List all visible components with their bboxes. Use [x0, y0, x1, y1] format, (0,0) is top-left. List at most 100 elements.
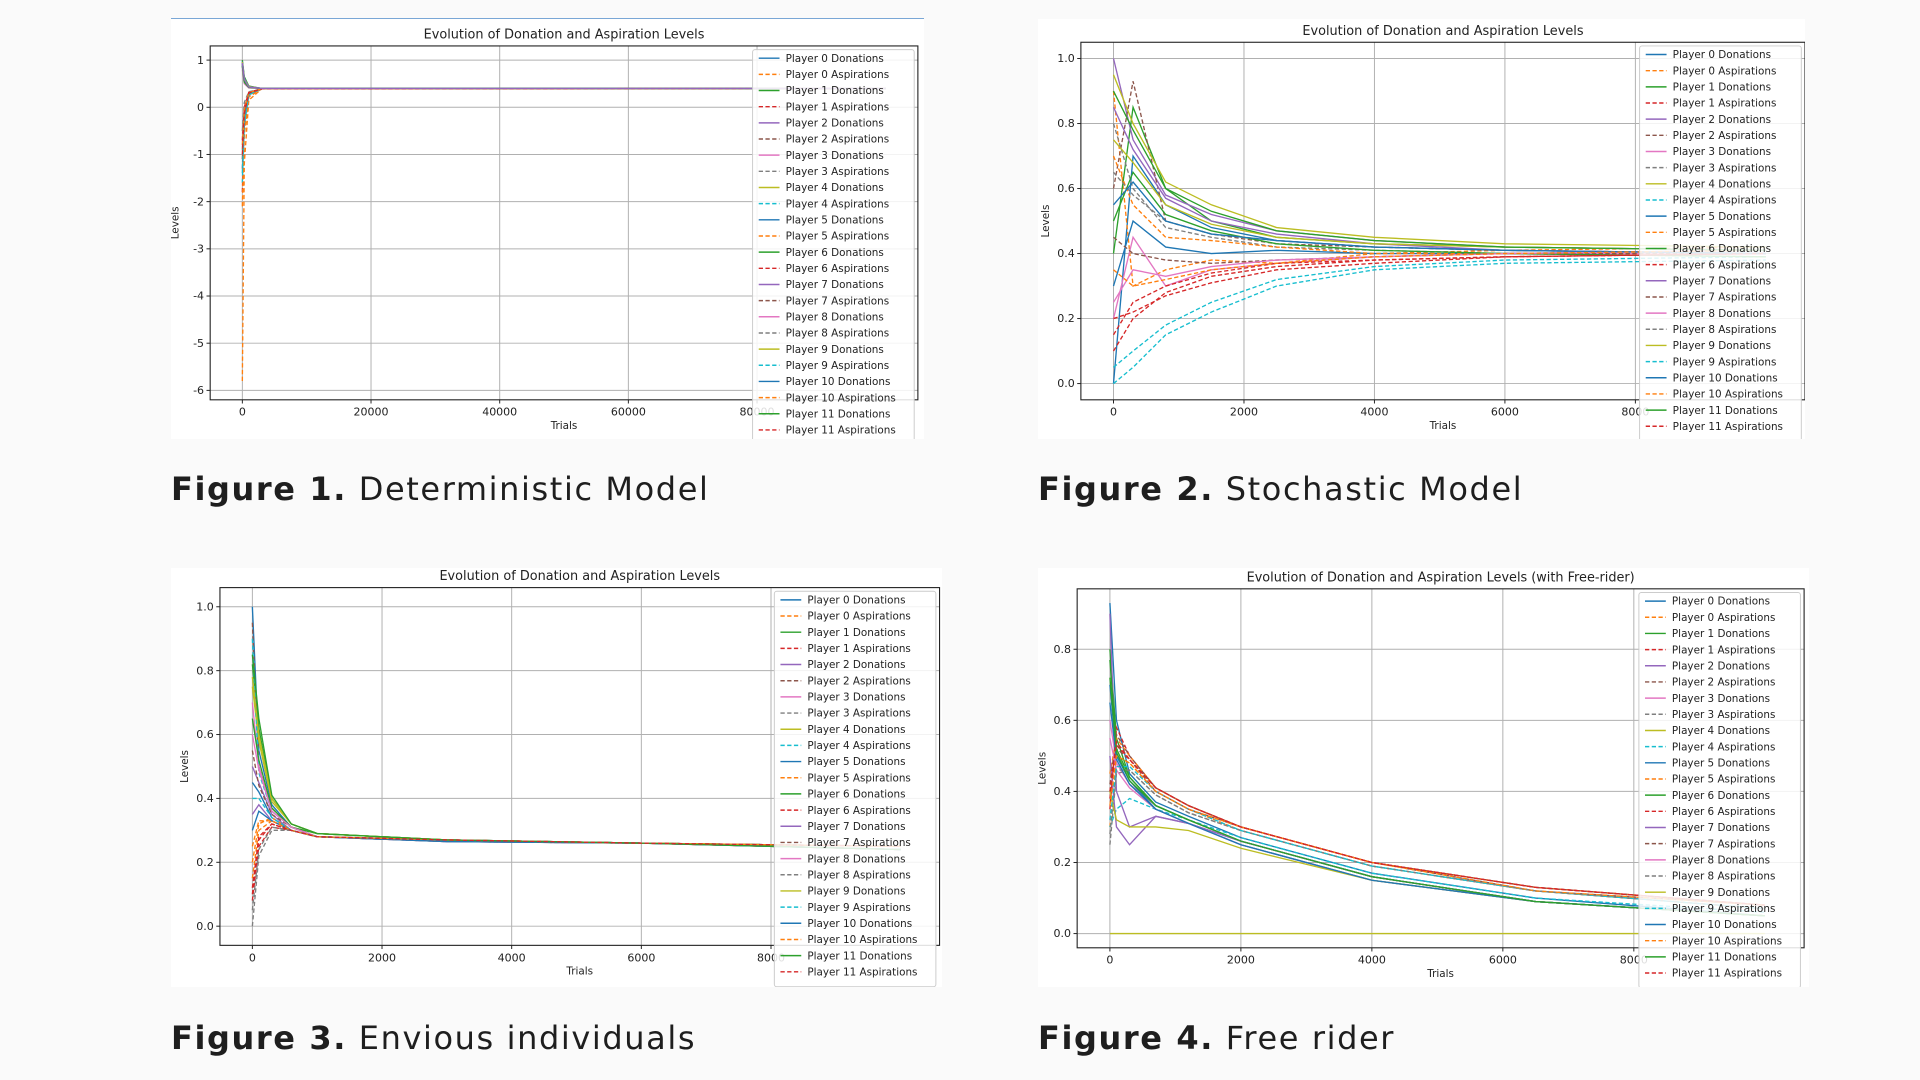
legend-label: Player 9 Donations — [1672, 887, 1770, 899]
caption-text: Envious individuals — [358, 1019, 697, 1057]
y-tick-label: 0.8 — [196, 664, 214, 677]
caption-text: Free rider — [1225, 1019, 1396, 1057]
divider — [171, 18, 924, 19]
caption-label: Figure 3. — [171, 1019, 347, 1057]
plot-lines — [1112, 58, 1766, 385]
legend-label: Player 3 Aspirations — [1673, 162, 1777, 174]
legend-label: Player 9 Aspirations — [807, 902, 910, 914]
caption-label: Figure 1. — [171, 470, 347, 508]
chart: Evolution of Donation and Aspiration Lev… — [1040, 24, 1805, 439]
legend-label: Player 0 Donations — [1673, 49, 1771, 61]
caption: Figure 4. Free rider — [1038, 1019, 1395, 1057]
legend-label: Player 2 Donations — [807, 659, 905, 671]
legend-label: Player 6 Donations — [807, 789, 905, 801]
chart: Evolution of Donation and Aspiration Lev… — [1038, 570, 1805, 987]
caption-text: Stochastic Model — [1225, 470, 1524, 508]
legend-label: Player 11 Donations — [1673, 405, 1778, 417]
legend-label: Player 1 Donations — [786, 85, 884, 97]
legend-box — [773, 590, 937, 987]
x-tick-label: 6000 — [1491, 406, 1519, 419]
legend-label: Player 1 Donations — [1672, 628, 1770, 640]
y-tick-label: -2 — [193, 195, 204, 208]
y-tick-label: 0.2 — [1054, 856, 1072, 869]
legend-label: Player 4 Donations — [1673, 178, 1771, 190]
series-line — [1113, 236, 1766, 264]
x-tick-label: 0 — [1110, 406, 1117, 419]
y-axis-label: Levels — [1040, 205, 1052, 238]
legend-label: Player 5 Aspirations — [786, 231, 890, 243]
legend-label: Player 5 Donations — [786, 214, 884, 226]
legend-label: Player 9 Donations — [1673, 340, 1771, 352]
y-tick-label: 0.4 — [1054, 785, 1072, 798]
legend-label: Player 2 Donations — [1672, 660, 1770, 672]
x-axis-label: Trials — [550, 420, 578, 432]
legend-label: Player 9 Aspirations — [786, 360, 890, 372]
y-tick-label: 0.8 — [1057, 117, 1075, 130]
y-tick-label: 0.2 — [196, 856, 214, 869]
legend-label: Player 10 Donations — [1672, 919, 1777, 931]
series-line — [241, 87, 886, 146]
legend-label: Player 7 Aspirations — [807, 837, 910, 849]
legend-label: Player 6 Donations — [786, 247, 884, 259]
series-line — [1109, 739, 1765, 906]
chart: Evolution of Donation and Aspiration Lev… — [179, 569, 941, 987]
y-axis-label: Levels — [179, 750, 191, 783]
legend: Player 0 Donations Player 0 Aspirations Pl… — [773, 590, 937, 987]
legend-label: Player 3 Donations — [1672, 693, 1770, 705]
y-tick-label: 0.6 — [1054, 714, 1072, 727]
legend-label: Player 9 Donations — [807, 886, 905, 898]
plot-lines — [1109, 603, 1765, 935]
x-tick-label: 6000 — [627, 951, 655, 964]
series-line — [1109, 702, 1765, 917]
legend-label: Player 8 Aspirations — [1672, 871, 1775, 883]
legend-label: Player 1 Donations — [807, 627, 905, 639]
legend-label: Player 4 Donations — [1672, 725, 1770, 737]
x-tick-label: 2000 — [368, 951, 396, 964]
legend-label: Player 0 Aspirations — [1673, 65, 1777, 77]
legend-label: Player 0 Aspirations — [786, 69, 890, 81]
legend-label: Player 6 Aspirations — [1672, 806, 1775, 818]
y-tick-label: 0.0 — [196, 920, 214, 933]
legend-label: Player 10 Aspirations — [807, 934, 917, 946]
plot-frame — [209, 45, 919, 401]
x-axis-label: Trials — [1429, 420, 1457, 432]
y-tick-label: -3 — [193, 243, 204, 256]
legend-label: Player 2 Aspirations — [1672, 677, 1775, 689]
legend-label: Player 7 Donations — [786, 279, 884, 291]
legend-label: Player 9 Donations — [786, 344, 884, 356]
caption-label: Figure 4. — [1038, 1019, 1214, 1057]
series-line — [1109, 747, 1765, 906]
x-axis-label: Trials — [1426, 968, 1454, 980]
legend-label: Player 6 Aspirations — [807, 805, 910, 817]
x-tick-label: 60000 — [611, 406, 646, 419]
legend: Player 0 Donations Player 0 Aspirations Pl… — [1638, 592, 1801, 987]
chart: Evolution of Donation and Aspiration Lev… — [171, 28, 919, 439]
legend-label: Player 7 Donations — [1673, 275, 1771, 287]
legend-label: Player 5 Donations — [1672, 757, 1770, 769]
plot-lines — [241, 60, 886, 381]
y-tick-label: -6 — [193, 384, 204, 397]
y-tick-label: 0.0 — [1054, 927, 1072, 940]
legend-label: Player 7 Aspirations — [1672, 838, 1775, 850]
legend-label: Player 2 Donations — [786, 118, 884, 130]
legend-label: Player 8 Aspirations — [786, 328, 890, 340]
legend-label: Player 6 Donations — [1673, 243, 1771, 255]
legend-label: Player 8 Aspirations — [807, 869, 910, 881]
legend-label: Player 1 Aspirations — [1672, 644, 1775, 656]
legend-label: Player 11 Aspirations — [1672, 968, 1782, 980]
legend-label: Player 3 Aspirations — [807, 708, 910, 720]
caption-label: Figure 2. — [1038, 470, 1214, 508]
series-line — [1113, 259, 1766, 385]
plot-frame — [219, 587, 941, 946]
x-tick-label: 0 — [1106, 954, 1113, 967]
legend-label: Player 11 Aspirations — [1673, 421, 1783, 433]
y-axis-label: Levels — [1038, 752, 1048, 785]
y-axis-label: Levels — [171, 206, 181, 239]
legend-label: Player 7 Aspirations — [786, 295, 890, 307]
legend-box — [1638, 592, 1801, 987]
y-tick-label: 0 — [197, 101, 204, 114]
legend-label: Player 5 Aspirations — [807, 772, 910, 784]
chart-title: Evolution of Donation and Aspiration Lev… — [1302, 24, 1583, 39]
legend-label: Player 10 Donations — [807, 918, 912, 930]
